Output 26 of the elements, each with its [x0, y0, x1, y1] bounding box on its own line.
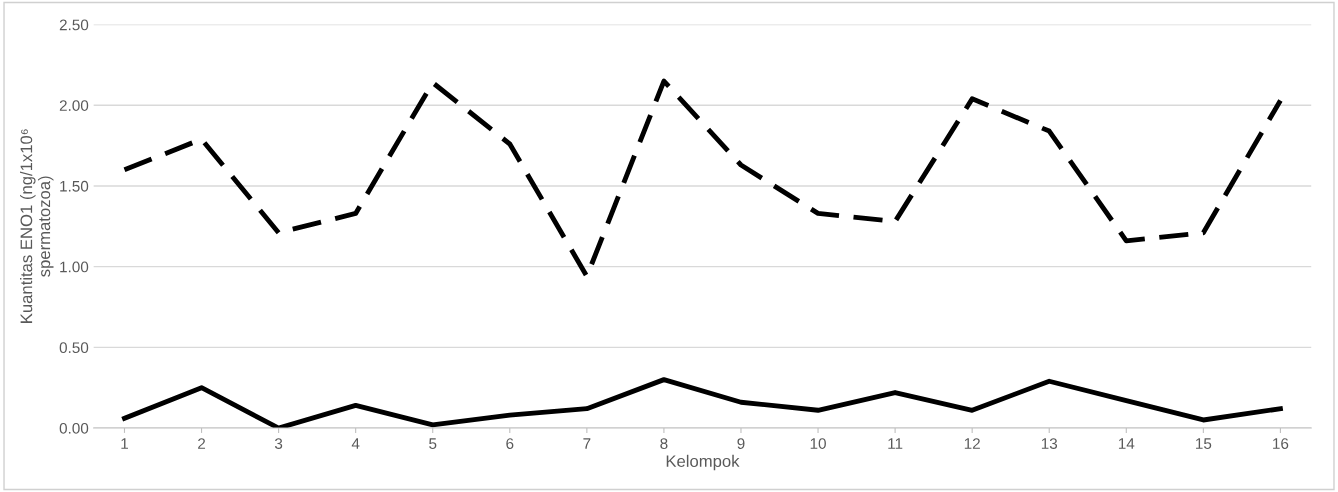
- line-series: [122, 78, 1283, 279]
- y-tick-label: 1.00: [60, 261, 89, 273]
- y-tick-label: 2.50: [59, 19, 89, 31]
- x-tick-label: 1: [121, 438, 128, 449]
- y-tick-label: 0.50: [59, 342, 89, 354]
- y-tick-label: 2.00: [59, 100, 89, 111]
- x-tick-label: 12: [964, 438, 980, 449]
- x-tick-label: 16: [1273, 438, 1289, 449]
- x-tick-label: 13: [1041, 438, 1058, 449]
- x-tick-label: 11: [888, 438, 903, 449]
- line-series: [122, 377, 1283, 429]
- y-tick-label: 1.50: [60, 180, 89, 192]
- x-tick-label: 9: [737, 438, 745, 449]
- x-axis-title: Kelompok: [666, 454, 740, 471]
- y-axis-title: Kuantitas ENO1 (ng/1x10⁶ spermatozoa): [20, 129, 54, 323]
- x-tick-label: 14: [1118, 438, 1135, 449]
- x-tick-label: 15: [1196, 438, 1212, 449]
- x-tick-label: 2: [198, 438, 206, 449]
- x-tick-label: 3: [274, 438, 283, 449]
- x-tick-label: 4: [351, 438, 360, 449]
- y-tick-label: 0.00: [59, 422, 89, 434]
- x-tick-label: 6: [506, 438, 514, 449]
- x-tick-label: 7: [583, 438, 591, 449]
- x-tick-label: 8: [660, 438, 668, 449]
- x-tick-label: 5: [429, 438, 437, 449]
- x-tick-label: 10: [810, 438, 826, 449]
